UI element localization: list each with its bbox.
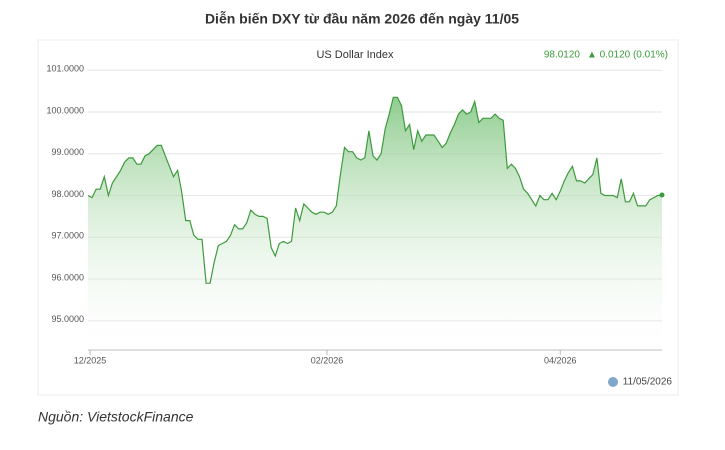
chart-title: Diễn biến DXY từ đầu năm 2026 đến ngày 1… (205, 11, 519, 27)
line (87, 96, 663, 284)
x-tick-label: 12/2025 (74, 355, 107, 365)
x-tick-label: 02/2026 (311, 355, 344, 365)
globe-icon (608, 377, 618, 387)
y-tick-label: 96.0000 (51, 272, 84, 282)
area (88, 97, 662, 351)
last-point (659, 192, 665, 198)
last-value: 98.0120 (544, 50, 581, 61)
y-tick-label: 95.0000 (51, 314, 84, 324)
y-tick-label: 100.0000 (46, 105, 84, 115)
chart-subtitle: US Dollar Index (316, 49, 394, 61)
y-tick-label: 101.0000 (46, 64, 84, 74)
date: 11/05/2026 (623, 377, 673, 388)
source: Nguồn: VietstockFinance (38, 409, 194, 425)
change: ▲ 0.0120 (0.01%) (587, 50, 668, 61)
y-tick-label: 97.0000 (51, 231, 84, 241)
y-tick-label: 99.0000 (51, 147, 84, 157)
x-tick-label: 04/2026 (544, 355, 577, 365)
y-tick-label: 98.0000 (51, 189, 84, 199)
